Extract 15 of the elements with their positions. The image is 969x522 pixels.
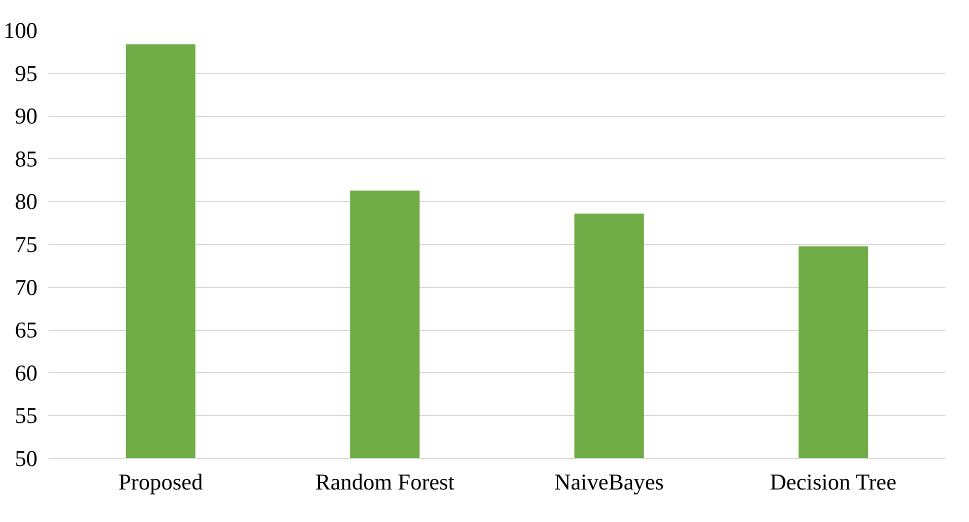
x-tick-label: Random Forest bbox=[315, 470, 456, 494]
y-tick-label: 95 bbox=[14, 60, 38, 86]
y-tick-label: 80 bbox=[14, 189, 38, 214]
x-tick-label: NaiveBayes bbox=[554, 470, 664, 494]
y-tick-label: 55 bbox=[14, 403, 38, 428]
x-tick-label: Proposed bbox=[118, 470, 204, 494]
y-tick-label: 50 bbox=[14, 446, 38, 471]
y-tick-label: 75 bbox=[14, 232, 38, 257]
y-tick-label: 90 bbox=[14, 104, 38, 129]
y-tick-label: 85 bbox=[14, 146, 38, 172]
y-tick-label: 65 bbox=[14, 318, 38, 343]
y-tick-label: 100 bbox=[4, 18, 38, 43]
y-tick-label: 70 bbox=[14, 274, 38, 300]
y-tick-label: 60 bbox=[14, 360, 38, 386]
x-tick-label: Decision Tree bbox=[770, 470, 896, 494]
